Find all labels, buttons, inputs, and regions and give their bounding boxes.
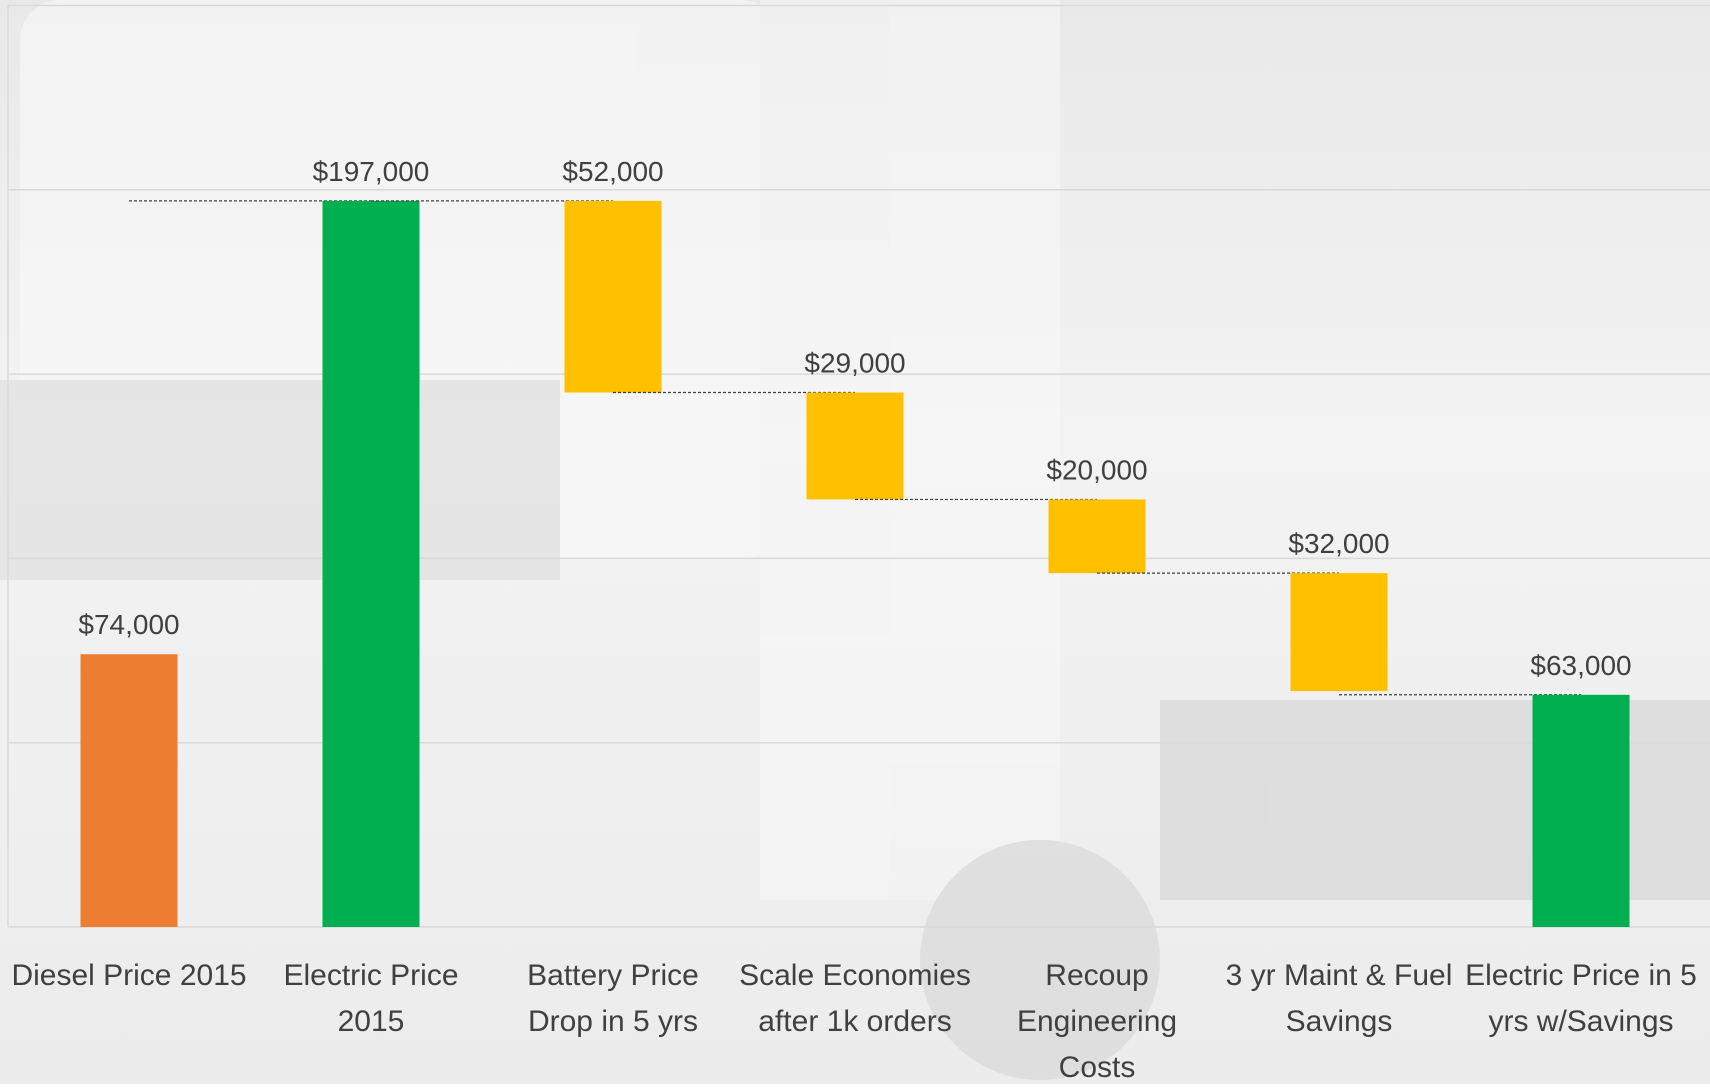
bar: [1291, 573, 1388, 691]
value-label: $20,000: [1046, 454, 1147, 485]
value-label: $63,000: [1530, 650, 1631, 681]
door-shape: [760, 0, 1060, 900]
value-label: $29,000: [804, 348, 905, 379]
x-tick-label: Electric Price in 5 yrs w/Savings: [1463, 953, 1699, 1045]
value-label: $74,000: [78, 609, 179, 640]
x-tick-label: Scale Economies after 1k orders: [737, 953, 973, 1045]
bar: [81, 654, 178, 927]
value-label: $197,000: [313, 156, 430, 187]
bar: [323, 201, 420, 927]
x-tick-label: 3 yr Maint & Fuel Savings: [1221, 953, 1457, 1045]
bar: [1533, 695, 1630, 927]
x-tick-label: Diesel Price 2015: [11, 953, 247, 999]
x-tick-label: Battery Price Drop in 5 yrs: [495, 953, 731, 1045]
x-tick-label: Recoup Engineering Costs: [979, 953, 1215, 1091]
value-label: $32,000: [1288, 528, 1389, 559]
background-photo: [0, 0, 1710, 1080]
bar: [565, 201, 662, 393]
x-tick-label: Electric Price 2015: [253, 953, 489, 1045]
page: $74,000 $197,000 $52,000 $29,000 $20,000 $32,…: [0, 0, 1710, 1084]
value-label: $52,000: [562, 156, 663, 187]
chart: $74,000 $197,000 $52,000 $29,000 $20,000 $32,…: [0, 0, 1710, 1084]
grille-shape: [0, 380, 560, 580]
bar: [1049, 499, 1146, 573]
bar: [807, 393, 904, 500]
